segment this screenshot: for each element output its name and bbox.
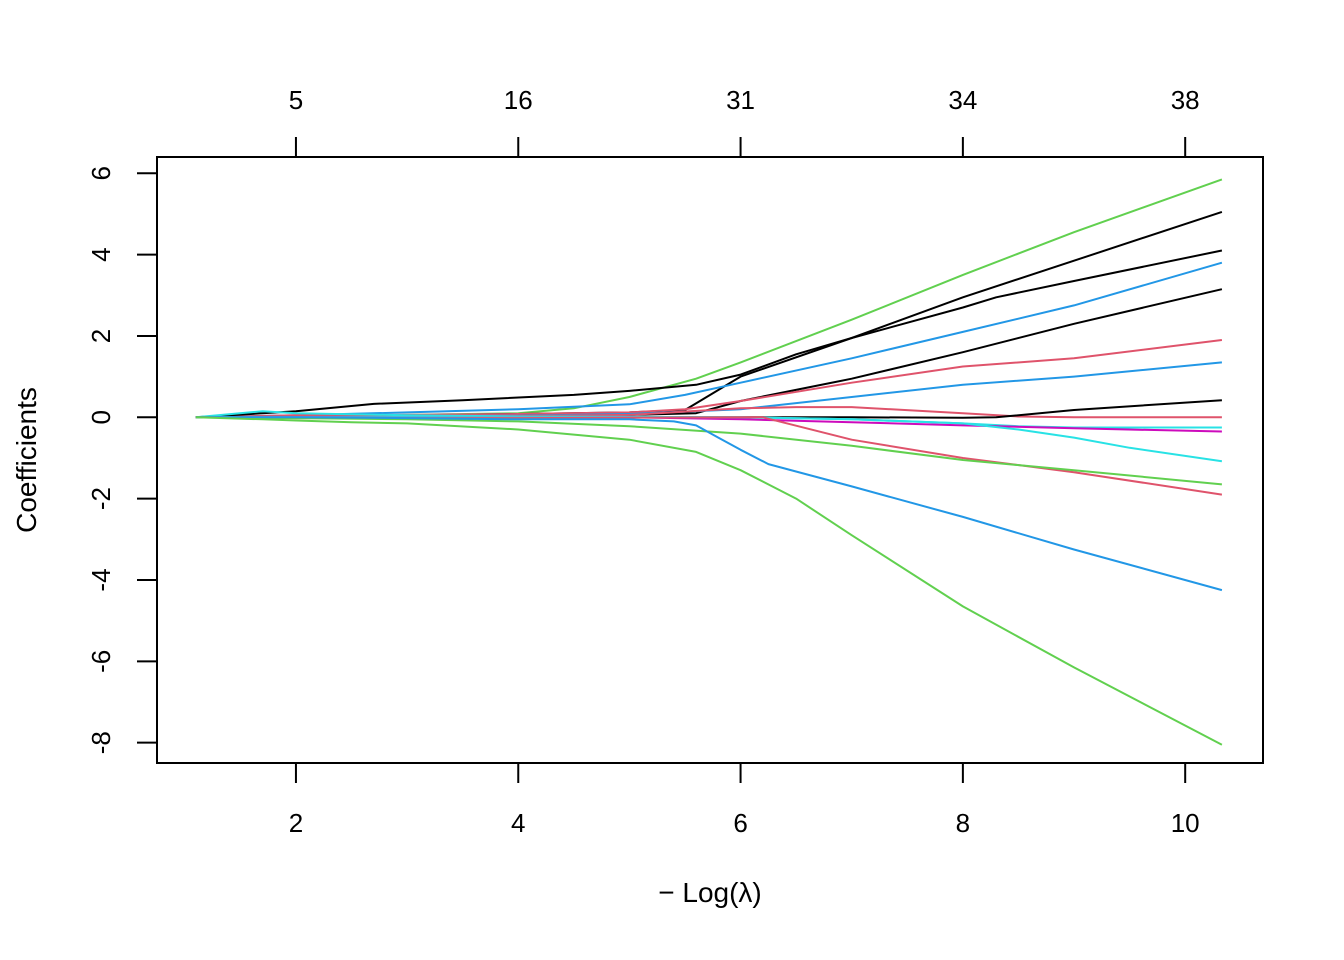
top-tick-label: 16	[504, 85, 533, 115]
y-tick-label: 6	[86, 166, 116, 180]
x-tick-label: 8	[956, 808, 970, 838]
top-tick-label: 31	[726, 85, 755, 115]
y-tick-label: 2	[86, 329, 116, 343]
y-tick-label: 4	[86, 247, 116, 261]
x-tick-label: 2	[289, 808, 303, 838]
x-axis-bottom: 2 4 6 8 10	[289, 762, 1200, 838]
series-line-8	[195, 406, 1222, 419]
series-line-14	[195, 416, 1222, 486]
y-axis-left: 6 4 2 0 -2 -4 -6 -8	[86, 166, 158, 754]
plot-series-group	[195, 178, 1223, 746]
y-tick-label: -2	[86, 487, 116, 510]
x-tick-label: 6	[733, 808, 747, 838]
x-tick-label: 4	[511, 808, 525, 838]
x-tick-label: 10	[1171, 808, 1200, 838]
top-tick-label: 38	[1171, 85, 1200, 115]
series-line-4	[195, 288, 1223, 419]
y-tick-label: -4	[86, 568, 116, 591]
series-line-15	[195, 416, 1223, 592]
series-line-12	[195, 416, 1223, 463]
series-line-16	[195, 416, 1223, 746]
x-axis-top: 5 16 31 34 38	[289, 85, 1200, 158]
series-line-7	[195, 249, 1223, 419]
x-axis-title: − Log(λ)	[658, 877, 762, 908]
y-axis-title: Coefficients	[11, 387, 42, 533]
series-line-3	[195, 261, 1223, 419]
y-tick-label: -6	[86, 650, 116, 673]
top-tick-label: 5	[289, 85, 303, 115]
plot-frame	[156, 156, 1264, 764]
top-tick-label: 34	[948, 85, 977, 115]
y-tick-label: -8	[86, 731, 116, 754]
y-tick-label: 0	[86, 410, 116, 424]
series-line-2	[195, 210, 1223, 419]
